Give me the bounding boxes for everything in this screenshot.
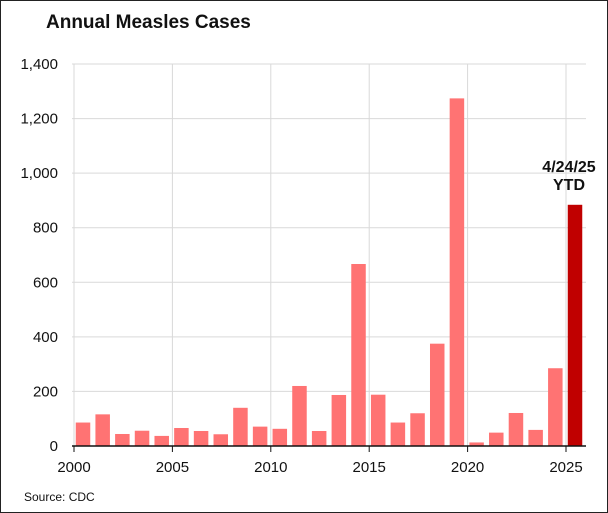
axes	[72, 445, 586, 452]
x-tick-label: 2000	[57, 459, 90, 476]
y-tick-label: 1,200	[20, 111, 58, 128]
x-tick-label: 2015	[353, 459, 386, 476]
bar-2002	[115, 433, 130, 446]
bar-2014	[351, 264, 366, 446]
x-tick-label: 2020	[451, 459, 484, 476]
x-tick-label: 2025	[549, 459, 582, 476]
bar-2023	[528, 429, 543, 446]
bar-2006	[193, 430, 209, 446]
bar-2003	[134, 430, 150, 446]
bars	[75, 98, 583, 446]
gridlines	[72, 63, 586, 446]
chart-title: Annual Measles Cases	[46, 12, 251, 33]
bar-2010	[272, 428, 288, 446]
y-tick-label: 1,000	[20, 165, 58, 182]
annotation-line: 4/24/25	[542, 159, 595, 176]
bar-2011	[292, 385, 307, 446]
x-tick-label: 2005	[156, 459, 189, 476]
annotation-line: YTD	[553, 177, 585, 194]
y-tick-label: 200	[33, 383, 58, 400]
tick-labels: 0 200 400 600 800 1,000 1,200 1,400 2000 2005 2010…	[20, 56, 582, 476]
bar-2012	[311, 430, 327, 446]
bar-2017	[410, 413, 425, 446]
y-tick-label: 600	[33, 274, 58, 291]
y-tick-label: 1,400	[20, 56, 58, 73]
bar-2004	[154, 435, 169, 446]
bar-2013	[331, 394, 347, 446]
bar-2021	[489, 432, 504, 446]
bar-2019	[449, 98, 465, 446]
bar-2016	[390, 422, 406, 446]
source-note: Source: CDC	[24, 490, 95, 504]
bar-2008	[233, 407, 248, 446]
bar-2020	[469, 442, 484, 446]
bar-2007	[213, 434, 229, 446]
bar-2022	[508, 412, 524, 446]
y-tick-label: 0	[50, 438, 58, 455]
bar-2000	[75, 422, 91, 446]
bar-2025	[567, 204, 583, 446]
bar-2018	[429, 343, 445, 446]
bar-2015	[370, 394, 386, 446]
y-tick-label: 800	[33, 220, 58, 237]
bar-2001	[95, 414, 110, 446]
bar-2005	[174, 427, 189, 446]
x-tick-label: 2010	[254, 459, 287, 476]
y-tick-label: 400	[33, 329, 58, 346]
bar-2024	[548, 368, 563, 446]
bar-2009	[252, 426, 268, 446]
